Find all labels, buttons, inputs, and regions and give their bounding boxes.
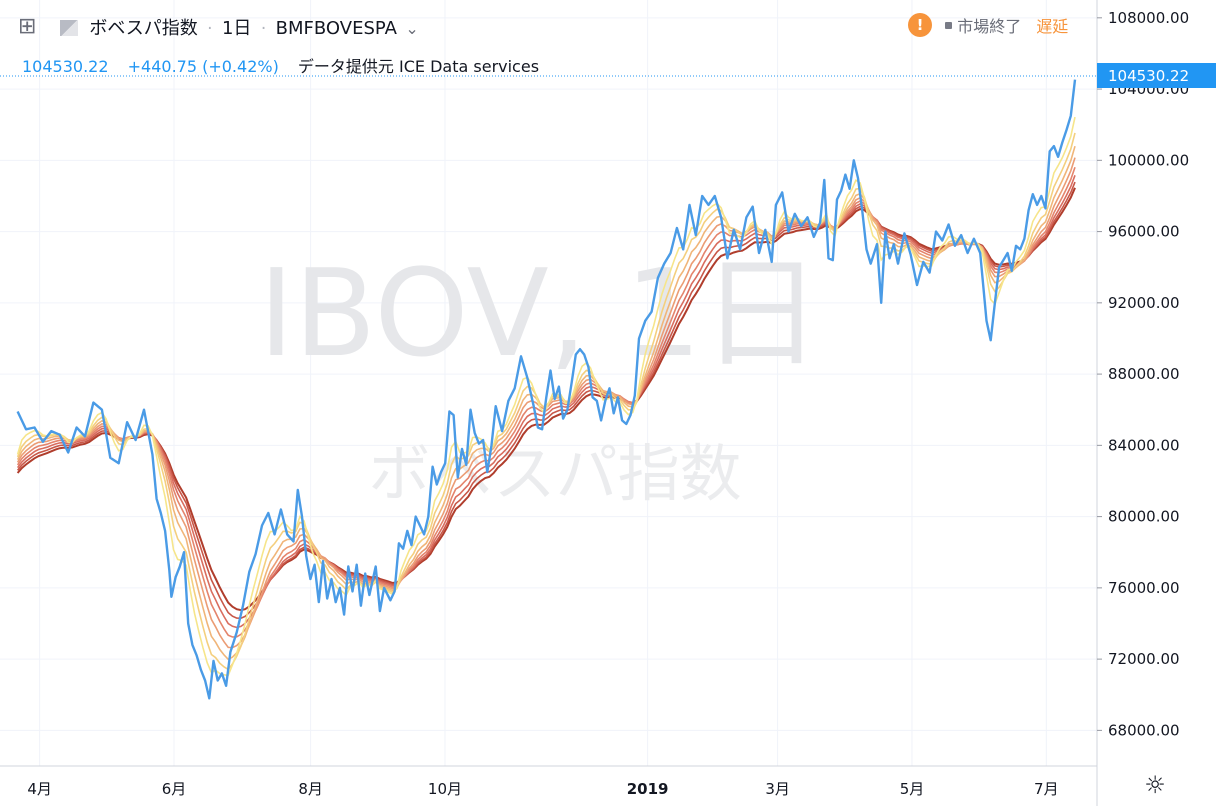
price-axis[interactable]: 68000.00 72000.00 76000.00 80000.00 84000.00… <box>1097 9 1189 740</box>
moving-average-line <box>16 181 1076 620</box>
y-tick-label: 92000.00 <box>1108 294 1180 312</box>
price-line <box>16 79 1077 700</box>
plus-square-icon: ⊞ <box>18 14 37 39</box>
moving-average-line <box>16 187 1076 612</box>
y-tick-label: 84000.00 <box>1108 436 1180 454</box>
watermark-symbol: IBOV, 1日 <box>259 245 822 384</box>
symbol-flag-icon <box>60 20 78 36</box>
status-dot-icon <box>945 21 953 29</box>
x-tick-label: 6月 <box>162 780 187 798</box>
y-tick-label: 108000.00 <box>1108 9 1189 27</box>
price-change: +440.75 (+0.42%) <box>127 57 279 76</box>
price-summary: 104530.22 +440.75 (+0.42%) データ提供元 ICE Da… <box>22 53 539 77</box>
moving-average-line <box>16 116 1076 677</box>
watermark: IBOV, 1日 ボベスパ指数 <box>259 245 822 510</box>
price-series <box>16 79 1077 700</box>
x-tick-label: 8月 <box>298 780 323 798</box>
y-tick-label: 80000.00 <box>1108 508 1180 526</box>
y-tick-label: 96000.00 <box>1108 223 1180 241</box>
last-price-badge-text: 104530.22 <box>1108 67 1189 85</box>
y-tick-label: 72000.00 <box>1108 650 1180 668</box>
last-price: 104530.22 <box>22 57 109 76</box>
grid-lines <box>0 0 1097 766</box>
chevron-down-icon[interactable]: ⌄ <box>405 19 419 38</box>
last-price-badge: 104530.22 <box>1097 63 1216 88</box>
time-axis[interactable]: 4月 6月 8月 10月 2019 3月 5月 7月 <box>27 780 1058 798</box>
moving-average-line <box>16 175 1076 629</box>
data-provider: データ提供元 ICE Data services <box>297 57 540 76</box>
x-tick-label: 2019 <box>627 780 669 798</box>
interval-label[interactable]: 1日 <box>221 18 252 39</box>
market-status-label: 市場終了 <box>957 17 1022 36</box>
gear-icon: ☼ <box>1144 771 1166 799</box>
symbol-title: ボベスパ指数 <box>89 18 198 39</box>
add-symbol-button[interactable]: ⊞ <box>18 16 40 38</box>
symbol-header: ボベスパ指数 · 1日 · BMFBOVESPA ⌄ <box>60 14 419 40</box>
y-tick-label: 76000.00 <box>1108 579 1180 597</box>
settings-button[interactable]: ☼ <box>1142 772 1168 798</box>
watermark-description: ボベスパ指数 <box>368 437 741 510</box>
exchange-symbol[interactable]: BMFBOVESPA <box>275 18 397 39</box>
y-tick-label: 100000.00 <box>1108 151 1189 169</box>
x-tick-label: 7月 <box>1034 780 1059 798</box>
y-tick-label: 88000.00 <box>1108 365 1180 383</box>
x-tick-label: 3月 <box>765 780 790 798</box>
market-status: ! 市場終了 遅延 <box>908 13 1068 37</box>
x-tick-label: 10月 <box>428 780 462 798</box>
alert-icon[interactable]: ! <box>908 13 932 37</box>
delay-label[interactable]: 遅延 <box>1036 17 1069 36</box>
moving-average-line <box>16 166 1076 638</box>
y-tick-label: 68000.00 <box>1108 721 1180 739</box>
x-tick-label: 5月 <box>900 780 925 798</box>
x-tick-label: 4月 <box>27 780 52 798</box>
